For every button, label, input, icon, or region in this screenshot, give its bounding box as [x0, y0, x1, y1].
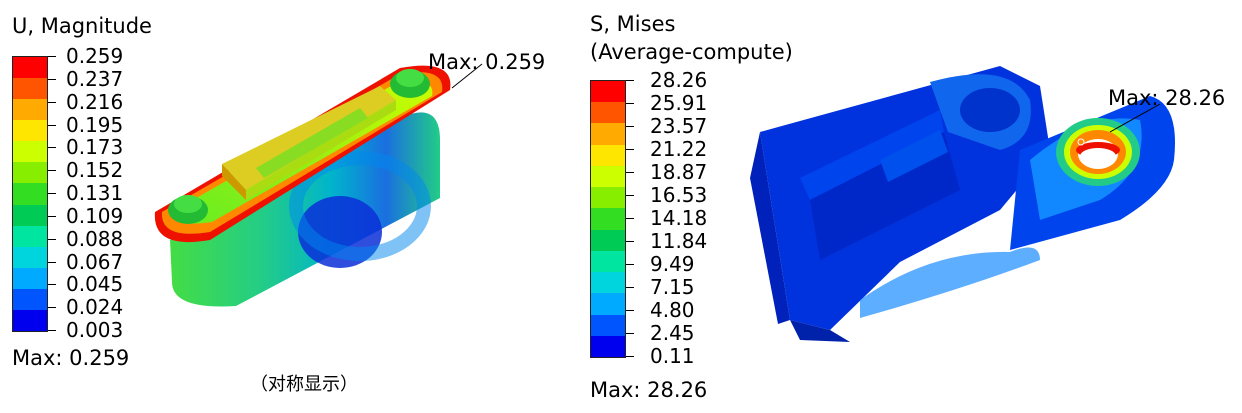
right-legend-swatch: [591, 102, 625, 124]
left-bolt-1: [168, 195, 208, 224]
left-legend-tick: [48, 147, 56, 149]
left-legend-tick: [48, 238, 56, 240]
left-legend-tick-label: 0.152: [66, 158, 124, 183]
left-legend-tick-label: 0.045: [66, 272, 124, 297]
right-legend-tick-label: 16.53: [650, 183, 708, 207]
right-legend-tick: [626, 80, 634, 81]
right-legend-tick: [626, 333, 634, 334]
left-legend-tick-label: 0.088: [66, 226, 124, 251]
right-legend-swatch: [591, 123, 625, 146]
right-legend-tick-label: 2.45: [650, 321, 695, 345]
left-legend-swatch: [13, 246, 47, 269]
left-legend-tick: [48, 307, 56, 309]
left-legend-tick: [48, 56, 56, 57]
right-legend-swatch: [591, 165, 625, 188]
left-legend-swatch: [13, 225, 47, 248]
left-max-annotation: Max: 0.259: [428, 50, 546, 74]
left-legend-tick: [48, 193, 56, 194]
left-legend-swatch: [13, 183, 47, 206]
right-legend-tick: [626, 287, 634, 288]
left-caption: （对称显示）: [250, 374, 358, 395]
left-legend-swatch: [13, 99, 47, 121]
right-legend-tick: [626, 264, 634, 265]
right-legend-tick: [626, 356, 634, 357]
left-legend-swatch: [13, 267, 47, 290]
right-legend-swatch: [591, 272, 625, 294]
right-legend-tick-label: 4.80: [650, 298, 695, 322]
right-legend-swatch: [591, 250, 625, 273]
right-legend-tick-label: 21.22: [650, 137, 708, 161]
right-legend-tick: [626, 195, 634, 196]
right-legend-tick-label: 25.91: [650, 91, 708, 115]
right-legend-tick: [626, 218, 634, 219]
left-legend-tick: [48, 330, 56, 331]
right-legend-swatch: [591, 208, 625, 231]
left-legend-swatch: [13, 162, 47, 184]
right-legend-swatch: [591, 144, 625, 167]
right-legend-tick: [626, 310, 634, 311]
right-legend-tick: [626, 172, 634, 173]
right-legend-tick-label: 23.57: [650, 114, 708, 138]
left-legend-swatch: [13, 57, 47, 79]
right-legend-tick-label: 7.15: [650, 275, 695, 299]
right-legend-tick: [626, 126, 634, 127]
left-color-bar: [12, 56, 48, 332]
right-max-label: Max: 28.26: [590, 378, 708, 402]
left-legend-tick-label: 0.067: [66, 249, 124, 274]
right-legend-title-line1: S, Mises: [590, 12, 676, 36]
left-legend-tick-label: 0.003: [66, 318, 124, 342]
right-legend-swatch: [591, 187, 625, 209]
right-legend-tick: [626, 103, 634, 104]
left-legend-tick-label: 0.131: [66, 181, 124, 205]
right-legend-tick: [626, 149, 634, 150]
left-legend-tick: [48, 261, 56, 263]
right-legend-swatch: [591, 293, 625, 316]
right-legend-tick: [626, 241, 634, 242]
right-legend-tick-label: 9.49: [650, 252, 695, 276]
left-legend-tick: [48, 101, 56, 103]
left-legend-tick-label: 0.024: [66, 295, 124, 320]
left-legend-swatch: [13, 309, 47, 332]
left-legend-swatch: [13, 78, 47, 100]
left-legend-tick-label: 0.109: [66, 203, 124, 228]
left-legend-swatch: [13, 141, 47, 163]
left-legend-title: U, Magnitude: [12, 14, 152, 38]
left-panel: U, Magnitude 0.259 0.237 0.216 0.195 0.173 0.…: [0, 0, 600, 413]
right-legend-tick-label: 18.87: [650, 160, 708, 184]
left-legend-tick: [48, 124, 56, 126]
right-legend-tick-label: 14.18: [650, 206, 708, 230]
right-legend-title-line2: (Average-compute): [590, 40, 793, 64]
right-legend-swatch: [591, 335, 625, 358]
left-legend-swatch: [13, 288, 47, 311]
left-legend-tick-label: 0.216: [66, 89, 124, 114]
left-legend-swatch: [13, 204, 47, 227]
left-legend-swatch: [13, 120, 47, 142]
right-legend-swatch: [591, 229, 625, 252]
right-legend-swatch: [591, 81, 625, 103]
right-max-annotation: Max: 28.26: [1108, 86, 1226, 110]
right-color-bar: [590, 80, 626, 358]
left-legend-tick-label: 0.259: [66, 44, 124, 68]
left-bolt-2: [390, 69, 430, 98]
left-legend-tick: [48, 284, 56, 286]
left-legend-tick: [48, 215, 56, 217]
left-legend-tick-label: 0.173: [66, 135, 124, 160]
right-legend-tick-label: 0.11: [650, 344, 695, 368]
left-max-label: Max: 0.259: [12, 346, 130, 370]
left-legend-tick-label: 0.237: [66, 66, 124, 91]
right-legend-tick-label: 28.26: [650, 68, 708, 92]
left-legend-tick: [48, 170, 56, 172]
left-legend-tick-label: 0.195: [66, 112, 124, 137]
right-legend-tick-label: 11.84: [650, 229, 708, 253]
left-legend-tick: [48, 78, 56, 80]
left-contour-model: [154, 63, 483, 307]
right-legend-swatch: [591, 314, 625, 337]
